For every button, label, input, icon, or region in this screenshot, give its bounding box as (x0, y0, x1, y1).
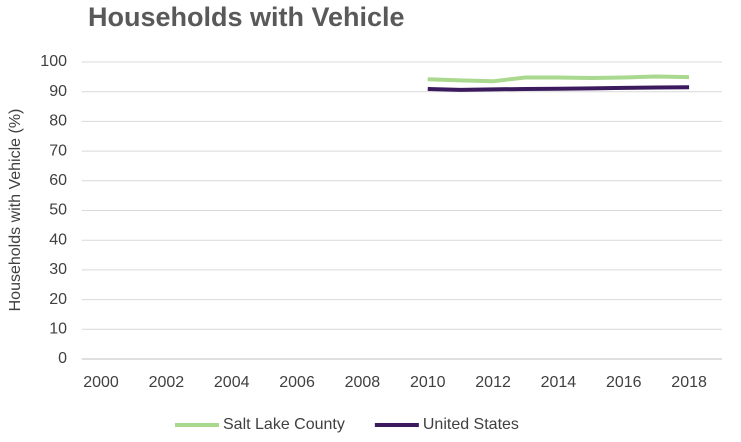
x-tick-label: 2018 (671, 374, 707, 391)
series-line (427, 74, 690, 84)
x-tick-label: 2004 (214, 374, 250, 391)
y-tick-label: 30 (49, 261, 67, 278)
y-tick-label: 90 (49, 83, 67, 100)
x-tick-label: 2010 (410, 374, 446, 391)
x-tick-label: 2002 (149, 374, 185, 391)
y-tick-label: 40 (49, 231, 67, 248)
y-tick-label: 70 (49, 142, 67, 159)
legend-label: Salt Lake County (223, 416, 345, 433)
legend-label: United States (423, 416, 519, 433)
series-line (427, 85, 690, 92)
y-axis-label: Households with Vehicle (%) (7, 109, 24, 312)
y-tick-label: 10 (49, 321, 67, 338)
y-tick-label: 100 (40, 53, 67, 70)
y-tick-label: 0 (58, 350, 67, 367)
chart-title: Households with Vehicle (88, 2, 405, 32)
x-tick-label: 2016 (606, 374, 642, 391)
x-tick-label: 2000 (83, 374, 119, 391)
x-tick-label: 2012 (475, 374, 511, 391)
x-tick-label: 2008 (345, 374, 381, 391)
x-tick-label: 2014 (541, 374, 577, 391)
y-tick-label: 20 (49, 291, 67, 308)
y-tick-label: 80 (49, 113, 67, 130)
y-tick-label: 60 (49, 172, 67, 189)
x-tick-label: 2006 (279, 374, 315, 391)
y-tick-label: 50 (49, 202, 67, 219)
